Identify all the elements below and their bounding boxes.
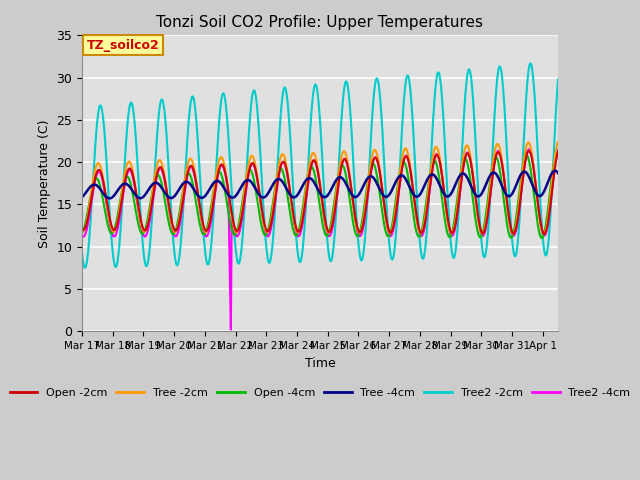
Tree2 -2cm xyxy=(527,60,534,66)
Tree2 -4cm xyxy=(78,232,86,238)
Tree -2cm xyxy=(304,170,312,176)
Open -2cm xyxy=(424,201,431,207)
Tree2 -4cm xyxy=(278,160,286,166)
Tree2 -2cm xyxy=(282,87,290,93)
Tree2 -4cm xyxy=(227,326,235,332)
Tree2 -4cm xyxy=(554,147,562,153)
Y-axis label: Soil Temperature (C): Soil Temperature (C) xyxy=(38,119,51,248)
Open -2cm xyxy=(78,226,86,231)
Open -4cm xyxy=(554,152,562,157)
Legend: Open -2cm, Tree -2cm, Open -4cm, Tree -4cm, Tree2 -2cm, Tree2 -4cm: Open -2cm, Tree -2cm, Open -4cm, Tree -4… xyxy=(5,384,635,403)
Open -4cm xyxy=(540,232,547,238)
Line: Tree2 -2cm: Tree2 -2cm xyxy=(82,63,558,268)
Open -2cm xyxy=(540,231,548,237)
Tree2 -2cm xyxy=(424,211,432,217)
Open -2cm xyxy=(278,160,286,166)
Line: Tree -2cm: Tree -2cm xyxy=(82,142,558,234)
Tree2 -2cm xyxy=(554,76,562,82)
Open -4cm xyxy=(554,151,561,156)
Tree -2cm xyxy=(78,228,86,234)
Title: Tonzi Soil CO2 Profile: Upper Temperatures: Tonzi Soil CO2 Profile: Upper Temperatur… xyxy=(157,15,483,30)
Open -2cm xyxy=(525,148,532,154)
Tree -4cm xyxy=(106,195,113,201)
Line: Open -4cm: Open -4cm xyxy=(82,154,558,238)
Line: Tree -4cm: Tree -4cm xyxy=(82,171,558,198)
Tree2 -2cm xyxy=(81,265,89,271)
Tree -4cm xyxy=(424,176,432,181)
Tree2 -2cm xyxy=(78,250,86,255)
Open -4cm xyxy=(538,235,546,241)
Tree -2cm xyxy=(282,159,290,165)
Tree2 -4cm xyxy=(282,165,290,170)
Tree2 -4cm xyxy=(540,232,547,238)
Tree -2cm xyxy=(540,231,547,237)
Open -2cm xyxy=(554,149,562,155)
Tree -2cm xyxy=(540,231,547,237)
Open -4cm xyxy=(516,186,524,192)
Tree2 -2cm xyxy=(516,211,524,216)
Tree2 -4cm xyxy=(305,180,312,186)
Open -4cm xyxy=(78,230,86,236)
Tree -4cm xyxy=(282,185,290,191)
Tree -2cm xyxy=(278,152,286,157)
Tree2 -4cm xyxy=(516,202,524,207)
Open -4cm xyxy=(278,167,286,172)
Tree -4cm xyxy=(551,168,559,174)
Line: Tree2 -4cm: Tree2 -4cm xyxy=(82,149,558,329)
Open -2cm xyxy=(304,180,312,185)
Open -4cm xyxy=(304,171,312,177)
Tree -4cm xyxy=(278,179,286,184)
Line: Open -2cm: Open -2cm xyxy=(82,151,558,234)
Tree -4cm xyxy=(78,194,86,200)
Tree2 -2cm xyxy=(278,97,286,103)
Tree -4cm xyxy=(516,174,524,180)
Tree -2cm xyxy=(554,139,562,145)
Open -4cm xyxy=(424,186,431,192)
Tree -2cm xyxy=(516,193,524,199)
Text: TZ_soilco2: TZ_soilco2 xyxy=(86,39,159,52)
Open -2cm xyxy=(540,230,547,236)
Tree2 -2cm xyxy=(540,244,547,250)
Tree -4cm xyxy=(305,176,312,181)
Tree -4cm xyxy=(540,190,547,195)
Tree -2cm xyxy=(424,193,431,199)
Tree -4cm xyxy=(554,170,562,176)
Open -2cm xyxy=(282,164,290,169)
X-axis label: Time: Time xyxy=(305,357,335,370)
Tree2 -4cm xyxy=(424,202,432,207)
Tree2 -2cm xyxy=(305,160,312,166)
Tree2 -4cm xyxy=(525,146,532,152)
Open -4cm xyxy=(282,182,290,188)
Open -2cm xyxy=(516,202,524,207)
